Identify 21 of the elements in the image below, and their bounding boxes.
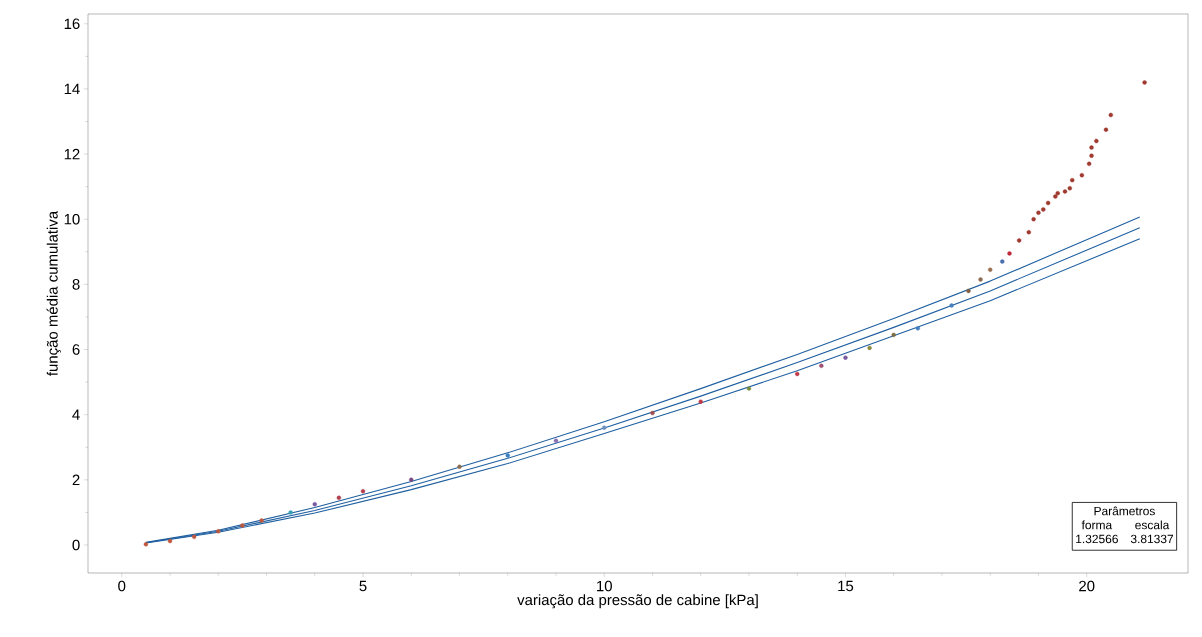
x-tick-label: 15	[838, 580, 854, 592]
annotation: Parâmetros	[1094, 506, 1155, 516]
y-tick-label: 0	[72, 539, 80, 551]
y-tick-label: 16	[64, 18, 80, 30]
y-axis-title: função média cumulativa	[46, 210, 61, 376]
x-tick-label: 20	[1079, 580, 1095, 592]
y-tick-label: 6	[72, 344, 80, 355]
x-tick-label: 0	[118, 580, 126, 592]
annotation: 1.32566	[1076, 534, 1118, 544]
y-tick-label: 8	[72, 279, 80, 290]
annotation: forma	[1081, 520, 1113, 530]
x-tick-label: 5	[359, 580, 367, 592]
y-tick-label: 14	[64, 83, 80, 95]
x-axis-title: variação da pressão de cabine [kPa]	[517, 594, 758, 609]
annotation: 3.81337	[1130, 534, 1174, 544]
x-tick-label: 10	[597, 580, 612, 592]
y-tick-label: 10	[64, 213, 80, 225]
y-tick-label: 2	[72, 474, 80, 486]
y-tick-label: 4	[72, 409, 80, 420]
y-tick-label: 12	[64, 148, 80, 160]
annotation: escala	[1135, 520, 1170, 530]
